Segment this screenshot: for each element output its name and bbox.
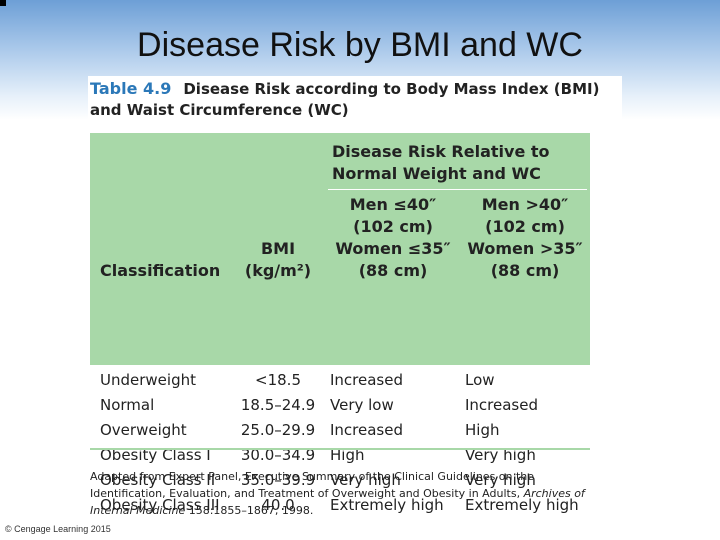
table-bottom-rule xyxy=(90,448,590,450)
cell-risk-low-wc: Very low xyxy=(330,396,394,414)
header-bmi-line1: BMI xyxy=(260,239,296,258)
cell-classification: Overweight xyxy=(100,421,187,439)
header-women-high: Women >35″ xyxy=(467,239,583,258)
cell-bmi: 40.0 xyxy=(261,496,295,514)
slide-title: Disease Risk by BMI and WC xyxy=(137,26,583,64)
table-row: Obesity Class I 30.0–34.9 High Very high xyxy=(90,442,590,467)
cell-risk-low-wc: Increased xyxy=(330,371,404,389)
table-row: Normal 18.5–24.9 Very low Increased xyxy=(90,392,590,417)
table-caption-text: Disease Risk according to Body Mass Inde… xyxy=(90,80,600,119)
header-women-low: Women ≤35″ xyxy=(335,239,451,258)
table-row: Overweight 25.0–29.9 Increased High xyxy=(90,417,590,442)
cell-classification: Obesity Class III xyxy=(100,496,220,514)
cell-classification: Obesity Class I xyxy=(100,446,211,464)
header-high-wc: Men >40″ (102 cm) Women >35″ (88 cm) xyxy=(462,194,588,282)
table-number: Table 4.9 xyxy=(90,79,172,98)
table-header: Disease Risk Relative to Normal Weight a… xyxy=(90,133,590,365)
header-men-high-cm: (102 cm) xyxy=(485,217,565,236)
cell-risk-low-wc: Extremely high xyxy=(330,496,444,514)
cell-classification: Normal xyxy=(100,396,155,414)
table-row: Underweight <18.5 Increased Low xyxy=(90,367,590,392)
table-body: Underweight <18.5 Increased Low Normal 18.5–2… xyxy=(90,367,590,517)
cell-risk-low-wc: High xyxy=(330,446,365,464)
cell-bmi: <18.5 xyxy=(255,371,301,389)
header-women-low-cm: (88 cm) xyxy=(358,261,428,280)
header-men-high: Men >40″ xyxy=(481,195,569,214)
copyright-footer: © Cengage Learning 2015 xyxy=(5,524,111,534)
cell-risk-high-wc: High xyxy=(465,421,500,439)
header-women-high-cm: (88 cm) xyxy=(490,261,560,280)
group-header: Disease Risk Relative to Normal Weight a… xyxy=(328,141,587,190)
table-caption: Table 4.9 Disease Risk according to Body … xyxy=(90,78,610,121)
cell-risk-high-wc: Extremely high xyxy=(465,496,579,514)
source-journal: Archives of Internal Medicine xyxy=(90,487,585,517)
cell-risk-high-wc: Increased xyxy=(465,396,539,414)
cell-risk-high-wc: Very high xyxy=(465,471,536,489)
cell-risk-high-wc: Low xyxy=(465,371,495,389)
table-figure: Table 4.9 Disease Risk according to Body … xyxy=(88,76,622,522)
header-classification: Classification xyxy=(100,261,221,280)
cell-bmi: 18.5–24.9 xyxy=(240,396,316,414)
cell-classification: Obesity Class II xyxy=(100,471,216,489)
source-text: Adapted from Expert Panel, Executive Sum… xyxy=(90,470,535,500)
cell-bmi: 30.0–34.9 xyxy=(240,446,316,464)
header-bmi: BMI (kg/m²) xyxy=(236,238,320,282)
header-men-low: Men ≤40″ xyxy=(349,195,437,214)
table-source-note: Adapted from Expert Panel, Executive Sum… xyxy=(90,468,590,519)
header-men-low-cm: (102 cm) xyxy=(353,217,433,236)
table-row: Obesity Class II 35.0–39.9 Very high Very h… xyxy=(90,467,590,492)
cell-bmi: 35.0–39.9 xyxy=(240,471,316,489)
header-bmi-line2: (kg/m²) xyxy=(244,261,312,280)
cell-risk-low-wc: Very high xyxy=(330,471,401,489)
header-low-wc: Men ≤40″ (102 cm) Women ≤35″ (88 cm) xyxy=(328,194,458,282)
table-row: Obesity Class III 40.0 Extremely high Extre… xyxy=(90,492,590,517)
cell-classification: Underweight xyxy=(100,371,196,389)
cell-bmi: 25.0–29.9 xyxy=(240,421,316,439)
source-pages: 158:1855–1867, 1998. xyxy=(188,504,314,517)
corner-mark xyxy=(0,0,6,6)
cell-risk-high-wc: Very high xyxy=(465,446,536,464)
cell-risk-low-wc: Increased xyxy=(330,421,404,439)
